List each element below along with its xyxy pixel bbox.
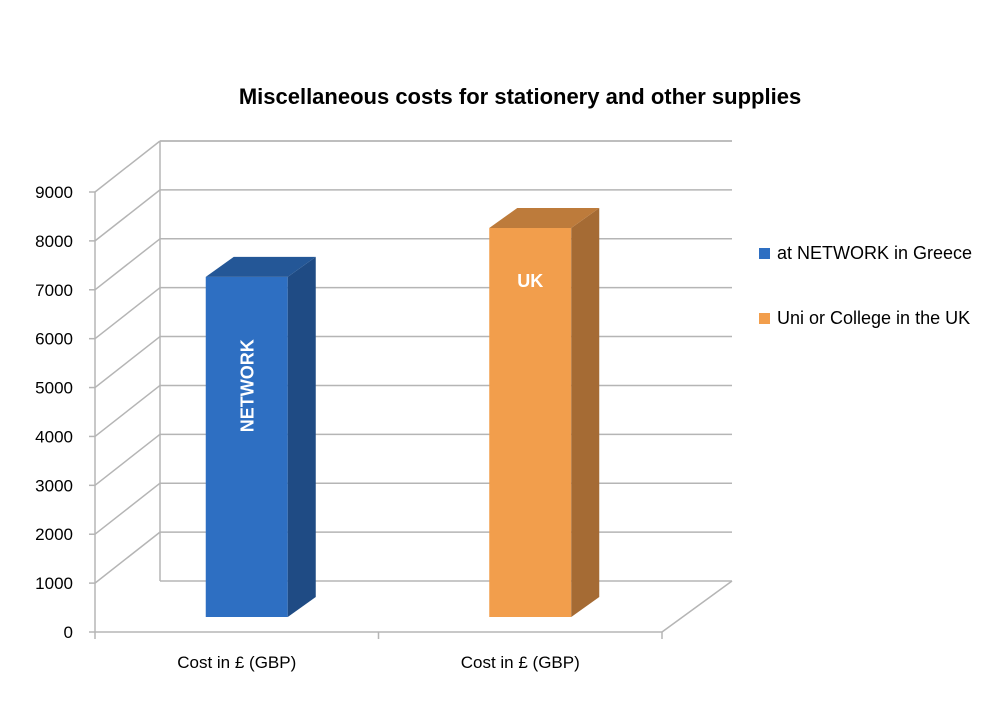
bar-front-face bbox=[489, 228, 572, 617]
bar-data-label: UK bbox=[517, 271, 543, 291]
gridline-side-2000 bbox=[94, 482, 161, 535]
gridline-side-3000 bbox=[94, 433, 161, 486]
y-tick-label-8000: 8000 bbox=[35, 232, 73, 251]
legend-label: at NETWORK in Greece bbox=[777, 243, 972, 263]
gridline-side-4000 bbox=[94, 384, 161, 438]
y-tick-label-9000: 9000 bbox=[35, 183, 73, 202]
legend: at NETWORK in Greece Uni or College in th… bbox=[759, 243, 972, 328]
gridline-side-7000 bbox=[94, 238, 161, 291]
chart-walls bbox=[94, 140, 733, 633]
x-axis: Cost in £ (GBP) Cost in £ (GBP) bbox=[94, 632, 663, 672]
gridlines bbox=[94, 140, 732, 584]
gridline-side-1000 bbox=[94, 531, 161, 584]
gridline-side-9000 bbox=[94, 140, 161, 193]
gridline-side-6000 bbox=[94, 287, 161, 340]
gridline-side-5000 bbox=[94, 335, 161, 389]
bar-front-face bbox=[205, 276, 288, 617]
legend-item: Uni or College in the UK bbox=[759, 308, 970, 328]
y-tick-label-4000: 4000 bbox=[35, 427, 73, 446]
legend-label: Uni or College in the UK bbox=[777, 308, 970, 328]
y-tick-label-6000: 6000 bbox=[35, 330, 73, 349]
gridline-side-8000 bbox=[94, 189, 161, 242]
floor-right-edge bbox=[661, 580, 733, 633]
bar-top-face bbox=[205, 256, 316, 277]
y-tick-label-0: 0 bbox=[64, 623, 73, 642]
y-tick-label-2000: 2000 bbox=[35, 525, 73, 544]
bar-uk: UK bbox=[489, 208, 600, 617]
y-tick-label-1000: 1000 bbox=[35, 574, 73, 593]
x-category-label: Cost in £ (GBP) bbox=[461, 653, 580, 672]
legend-swatch bbox=[759, 248, 770, 259]
bar-top-face bbox=[489, 208, 600, 228]
y-tick-label-7000: 7000 bbox=[35, 281, 73, 300]
y-axis-ticks: 0 1000 2000 3000 4000 5000 6000 7000 8000 9000 bbox=[35, 183, 95, 642]
y-tick-label-3000: 3000 bbox=[35, 476, 73, 495]
legend-swatch bbox=[759, 313, 770, 324]
legend-item: at NETWORK in Greece bbox=[759, 243, 972, 263]
bar-side-face bbox=[287, 256, 316, 617]
x-category-label: Cost in £ (GBP) bbox=[177, 653, 296, 672]
chart-title: Miscellaneous costs for stationery and o… bbox=[239, 84, 801, 109]
bar-data-label: NETWORK bbox=[238, 339, 258, 432]
bar-network: NETWORK bbox=[205, 256, 316, 617]
bar-side-face bbox=[571, 208, 600, 617]
y-tick-label-5000: 5000 bbox=[35, 379, 73, 398]
bars: NETWORK UK bbox=[205, 208, 600, 617]
